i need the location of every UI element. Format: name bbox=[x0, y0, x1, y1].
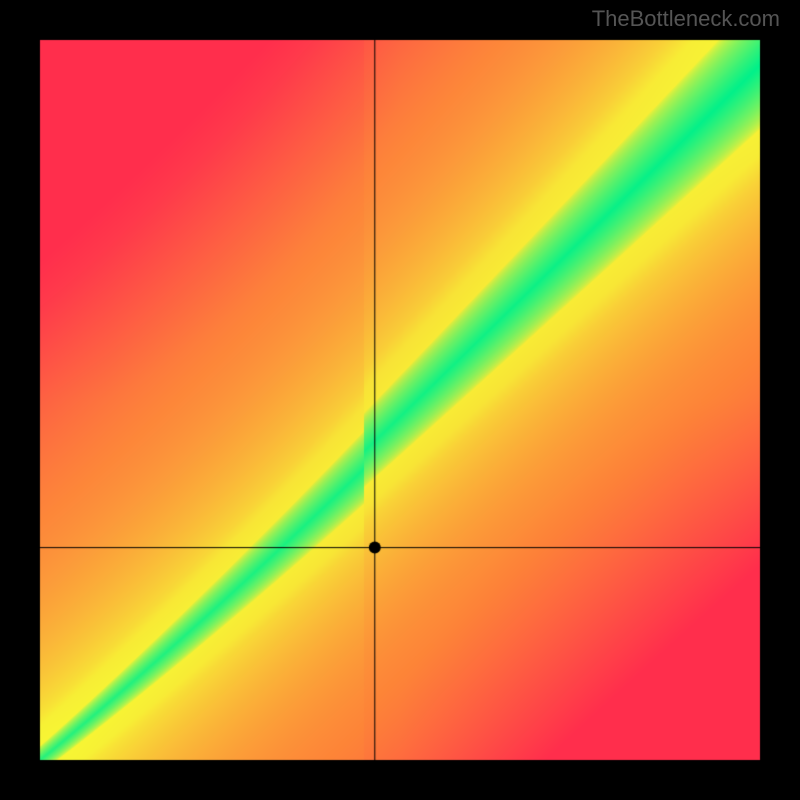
bottleneck-chart-container: TheBottleneck.com bbox=[0, 0, 800, 800]
heatmap-canvas bbox=[0, 0, 800, 800]
watermark-text: TheBottleneck.com bbox=[592, 6, 780, 32]
